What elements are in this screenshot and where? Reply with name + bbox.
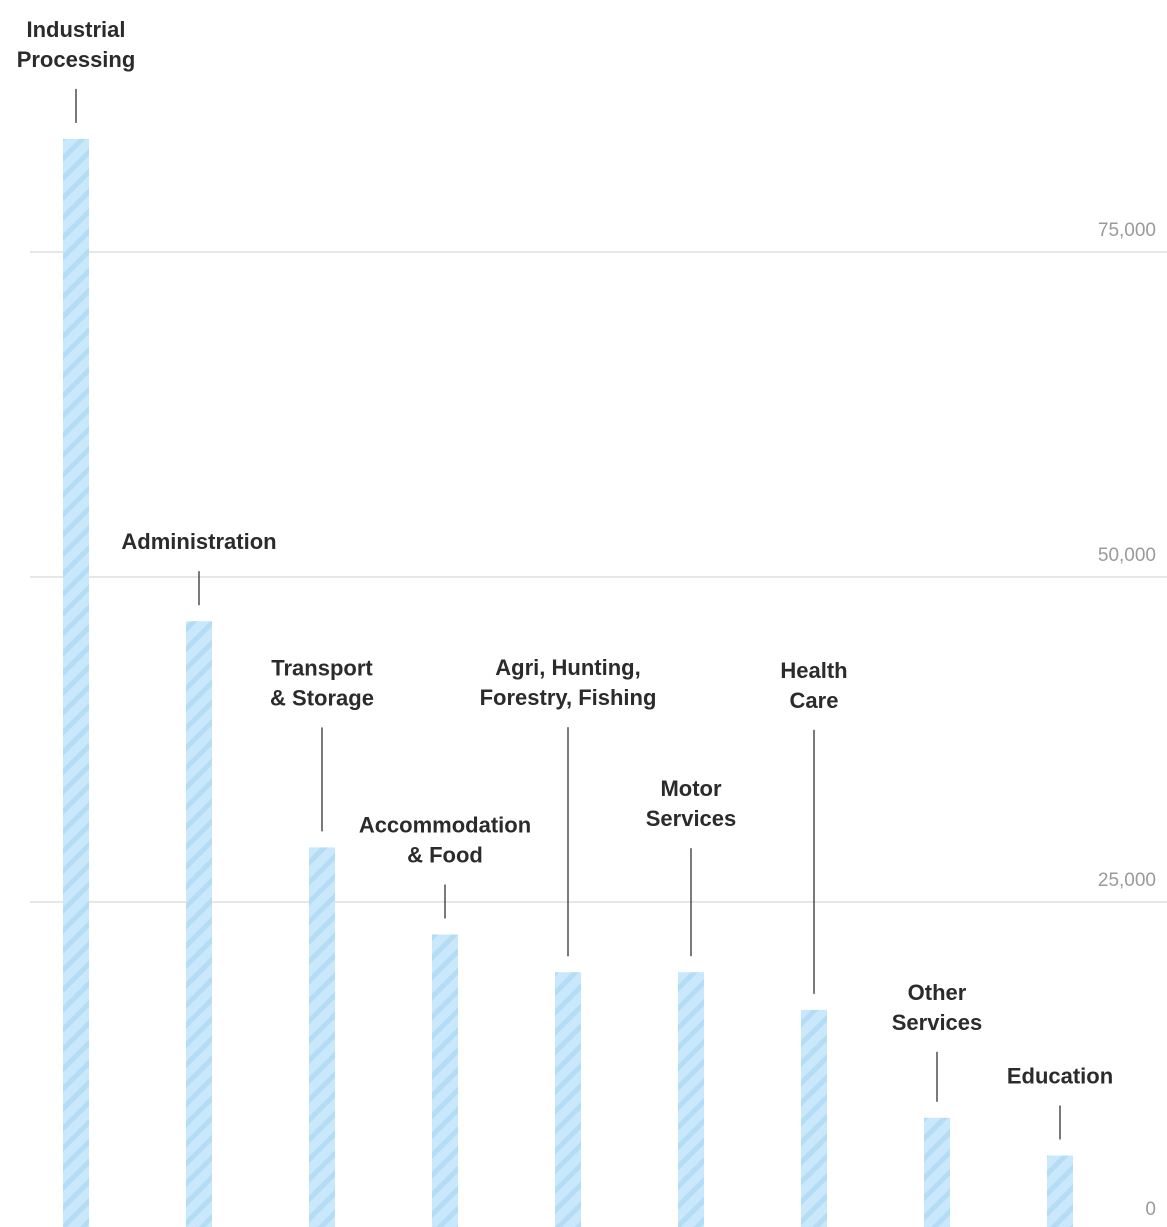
category-label: Motor	[660, 776, 722, 801]
bar	[432, 934, 458, 1227]
category-label: Education	[1007, 1064, 1113, 1089]
category-labels: Industrial Processing Administration Transp…	[17, 17, 1113, 1140]
category-label: Agri, Hunting,	[495, 655, 640, 680]
category-label: Accommodation	[359, 813, 531, 838]
y-tick-label: 50,000	[1098, 545, 1156, 566]
category-label: Other	[908, 980, 967, 1005]
category-label: Transport	[271, 655, 373, 680]
category-label: Forestry, Fishing	[480, 685, 657, 710]
category-label: & Storage	[270, 685, 374, 710]
bar	[678, 972, 704, 1227]
bar	[63, 138, 89, 1227]
bar	[924, 1117, 950, 1227]
bar	[186, 621, 212, 1227]
bar	[801, 1009, 827, 1227]
category-label: Administration	[121, 529, 276, 554]
bar	[1047, 1155, 1073, 1227]
bar	[309, 847, 335, 1227]
category-label: Health	[780, 658, 847, 683]
gridlines: 0 25,000 50,000 75,000	[30, 220, 1167, 1220]
category-label: Processing	[17, 47, 136, 72]
category-label: Care	[790, 688, 839, 713]
y-tick-label: 25,000	[1098, 870, 1156, 891]
y-tick-label: 0	[1145, 1199, 1156, 1220]
y-tick-label: 75,000	[1098, 220, 1156, 241]
category-label: & Food	[407, 843, 483, 868]
bars	[63, 138, 1073, 1227]
category-label: Services	[646, 806, 737, 831]
category-label: Services	[892, 1010, 983, 1035]
bar	[555, 972, 581, 1227]
category-label: Industrial	[26, 17, 125, 42]
